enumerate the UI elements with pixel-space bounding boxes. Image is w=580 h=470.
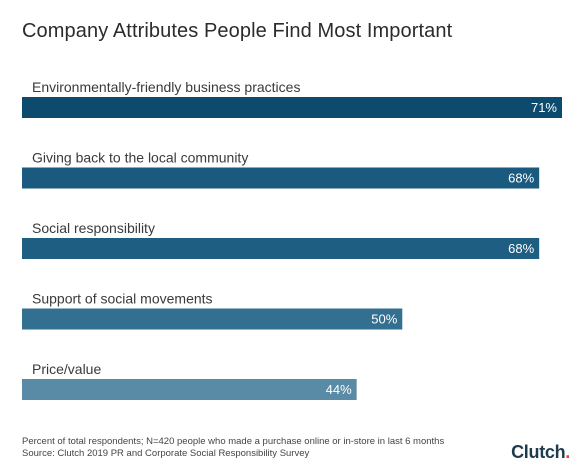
bar xyxy=(22,379,357,400)
bar xyxy=(22,97,562,118)
bar-value-label: 68% xyxy=(508,171,534,186)
chart-title: Company Attributes People Find Most Impo… xyxy=(22,20,453,42)
category-label: Giving back to the local community xyxy=(32,150,248,166)
logo-text: Clutch xyxy=(511,442,566,462)
category-label: Social responsibility xyxy=(32,220,155,236)
bar-value-label: 68% xyxy=(508,241,534,256)
bar-value-label: 50% xyxy=(371,312,397,327)
bar-value-label: 71% xyxy=(531,100,557,115)
bar-chart: Environmentally-friendly business practi… xyxy=(22,79,562,400)
category-label: Environmentally-friendly business practi… xyxy=(32,79,300,95)
bar xyxy=(22,238,540,259)
clutch-logo: Clutch. xyxy=(511,442,570,463)
chart-footer: Percent of total respondents; N=420 peop… xyxy=(22,436,444,460)
footer-source: Source: Clutch 2019 PR and Corporate Soc… xyxy=(22,448,310,459)
logo-dot: . xyxy=(565,442,570,462)
category-label: Support of social movements xyxy=(32,291,213,307)
bar-value-label: 44% xyxy=(326,382,352,397)
bar xyxy=(22,167,540,189)
footer-note: Percent of total respondents; N=420 peop… xyxy=(22,436,445,447)
bar xyxy=(22,308,403,330)
category-label: Price/value xyxy=(32,361,101,377)
